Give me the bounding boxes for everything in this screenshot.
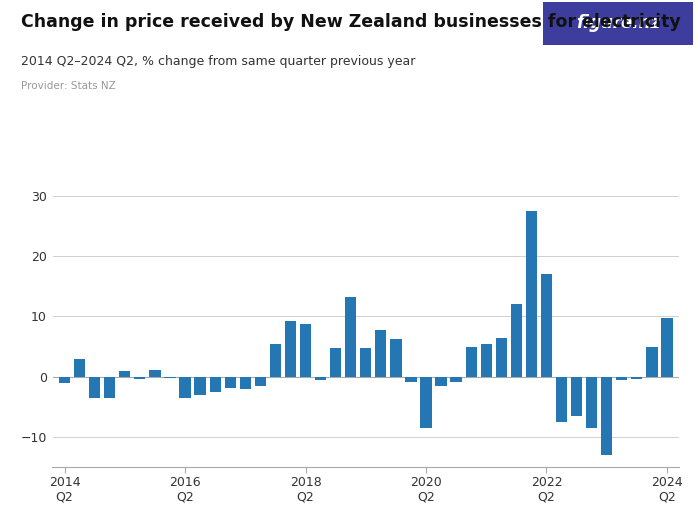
Bar: [541, 274, 552, 377]
Bar: [466, 346, 477, 377]
Bar: [601, 377, 612, 455]
Bar: [209, 377, 220, 392]
Bar: [104, 377, 116, 398]
Bar: [571, 377, 582, 416]
Bar: [511, 304, 522, 377]
Bar: [149, 370, 160, 377]
Bar: [496, 338, 507, 377]
Bar: [270, 343, 281, 377]
Bar: [89, 377, 100, 398]
Bar: [405, 377, 416, 382]
Bar: [300, 324, 312, 377]
Bar: [179, 377, 190, 398]
Bar: [646, 346, 657, 377]
Bar: [225, 377, 236, 387]
Bar: [375, 330, 386, 377]
Bar: [420, 377, 432, 428]
Bar: [451, 377, 462, 382]
Bar: [345, 297, 356, 377]
Bar: [74, 359, 85, 377]
Bar: [59, 377, 70, 383]
Bar: [255, 377, 266, 386]
Bar: [526, 211, 537, 377]
Bar: [360, 348, 372, 377]
Bar: [164, 377, 176, 378]
Bar: [435, 377, 447, 386]
Bar: [315, 377, 326, 380]
Text: figure.nz: figure.nz: [575, 14, 660, 32]
Bar: [390, 339, 402, 377]
Bar: [195, 377, 206, 395]
Bar: [616, 377, 627, 380]
Bar: [119, 371, 130, 377]
Bar: [631, 377, 643, 379]
Bar: [285, 321, 296, 377]
Bar: [556, 377, 567, 422]
Bar: [134, 377, 146, 379]
Bar: [662, 318, 673, 377]
Bar: [239, 377, 251, 389]
Bar: [330, 348, 342, 377]
Bar: [481, 343, 492, 377]
Text: Provider: Stats NZ: Provider: Stats NZ: [21, 81, 116, 91]
Bar: [586, 377, 597, 428]
Text: 2014 Q2–2024 Q2, % change from same quarter previous year: 2014 Q2–2024 Q2, % change from same quar…: [21, 55, 415, 68]
Text: Change in price received by New Zealand businesses for electricity: Change in price received by New Zealand …: [21, 13, 680, 31]
